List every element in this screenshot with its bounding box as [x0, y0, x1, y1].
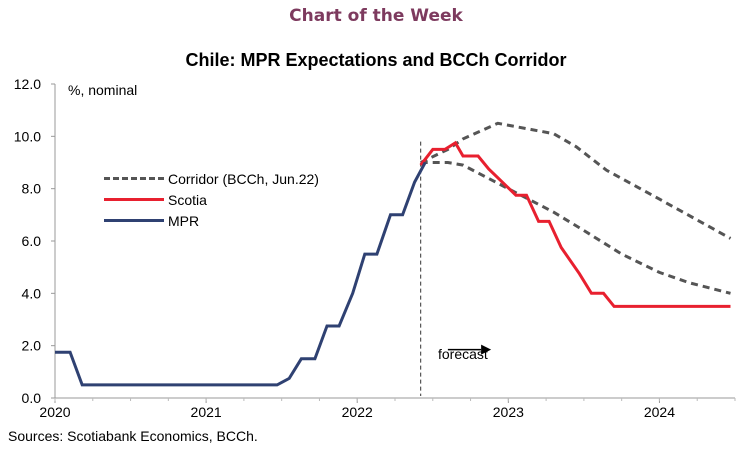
legend-item-corridor: Corridor (BCCh, Jun.22): [104, 168, 319, 189]
y-tick-label: 2.0: [22, 338, 42, 354]
y-tick-label: 4.0: [22, 285, 42, 301]
x-tick-label: 2024: [644, 404, 675, 420]
legend-label-corridor: Corridor (BCCh, Jun.22): [168, 170, 319, 187]
y-tick-label: 0.0: [22, 390, 42, 406]
forecast-arrow-head: [481, 344, 492, 355]
legend-label-mpr: MPR: [168, 212, 200, 229]
y-tick-label: 6.0: [22, 233, 42, 249]
legend-swatch-mpr: [104, 219, 164, 222]
forecast-annotation: forecast: [438, 346, 488, 362]
y-tick-label: 12.0: [14, 76, 41, 92]
chart-title: Chile: MPR Expectations and BCCh Corrido…: [185, 50, 567, 70]
legend-swatch-corridor: [104, 177, 164, 180]
x-tick-label: 2020: [39, 404, 70, 420]
legend: Corridor (BCCh, Jun.22) Scotia MPR: [104, 168, 319, 231]
chart-of-the-week-banner: Chart of the Week: [289, 6, 463, 26]
source-note: Sources: Scotiabank Economics, BCCh.: [8, 428, 258, 444]
corridor-upper-line: [420, 121, 732, 240]
y-axis-label: %, nominal: [68, 82, 138, 98]
legend-item-mpr: MPR: [104, 210, 319, 231]
legend-swatch-scotia: [104, 198, 164, 201]
x-tick-label: 2021: [191, 404, 222, 420]
y-tick-label: 8.0: [22, 181, 42, 197]
legend-item-scotia: Scotia: [104, 189, 319, 210]
x-tick-label: 2023: [493, 404, 524, 420]
legend-label-scotia: Scotia: [168, 191, 207, 208]
y-tick-label: 10.0: [14, 128, 41, 144]
corridor-lower-line: [420, 161, 731, 295]
mpr-line: [55, 161, 427, 387]
x-tick-label: 2022: [342, 404, 373, 420]
scotia-line: [419, 140, 731, 308]
